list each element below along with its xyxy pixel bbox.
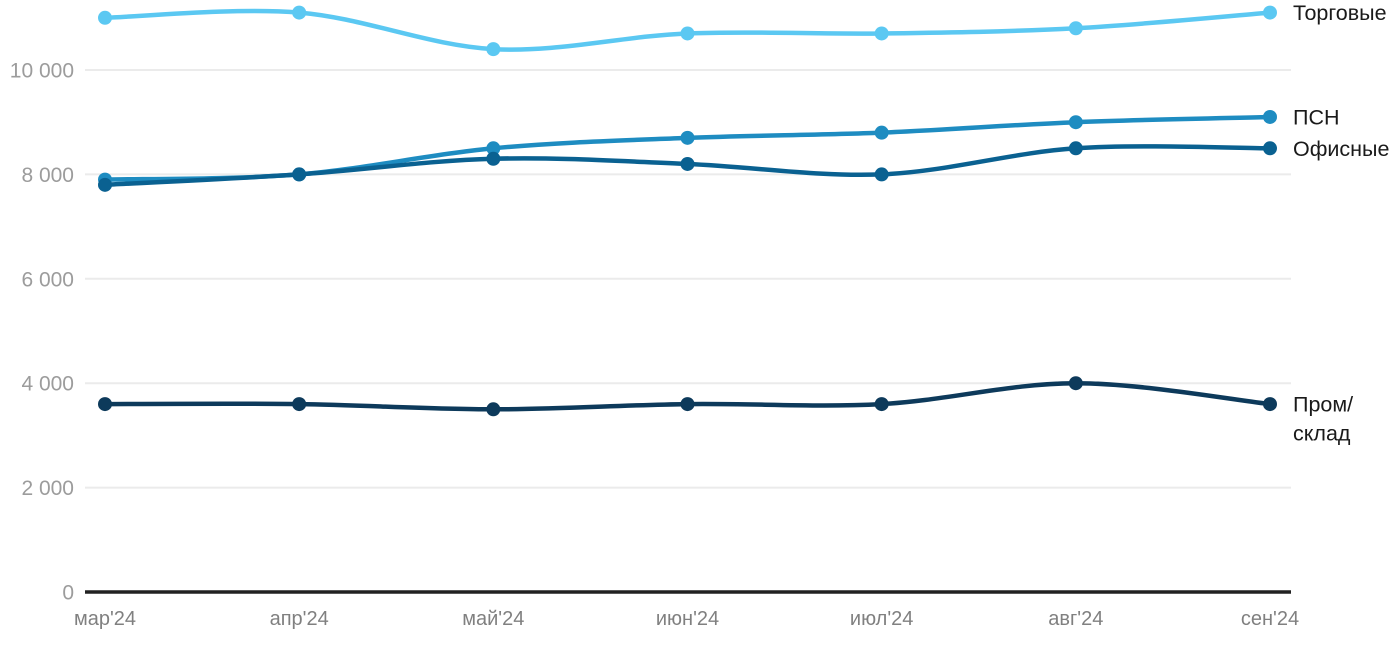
series-point-торговые-4 bbox=[874, 26, 889, 41]
series-point-торговые-6 bbox=[1263, 5, 1277, 20]
series-point-офисные-3 bbox=[680, 156, 695, 171]
series-point-псн-5 bbox=[1068, 115, 1083, 130]
series-point-торговые-1 bbox=[292, 5, 307, 20]
series-point-торговые-3 bbox=[680, 26, 695, 41]
series-point-пром-склад-4 bbox=[874, 397, 889, 412]
x-axis-tick-label: июн'24 bbox=[656, 608, 719, 630]
series-end-label-псн: ПСН bbox=[1293, 105, 1340, 129]
series-point-пром-склад-1 bbox=[292, 397, 307, 412]
series-end-label-пром-склад: Пром/ bbox=[1293, 393, 1353, 417]
series-point-псн-2 bbox=[486, 141, 501, 156]
series-point-торговые-0 bbox=[98, 10, 112, 25]
series-point-пром-склад-6 bbox=[1263, 397, 1277, 412]
x-axis-tick-label: июл'24 bbox=[850, 608, 913, 630]
y-axis-tick-label: 0 bbox=[62, 582, 74, 605]
series-point-офисные-4 bbox=[874, 167, 889, 182]
series-point-пром-склад-5 bbox=[1068, 376, 1083, 391]
x-axis-tick-label: мар'24 bbox=[74, 608, 136, 630]
series-point-пром-склад-0 bbox=[98, 397, 112, 412]
series-point-офисные-6 bbox=[1263, 141, 1277, 156]
series-point-офисные-5 bbox=[1068, 141, 1083, 156]
series-end-label-офисные: Офисные bbox=[1293, 137, 1389, 161]
x-axis-tick-label: апр'24 bbox=[270, 608, 329, 630]
y-axis-tick-label: 4 000 bbox=[21, 373, 74, 396]
x-axis-tick-label: сен'24 bbox=[1241, 608, 1299, 630]
series-point-торговые-5 bbox=[1068, 21, 1083, 36]
series-point-торговые-2 bbox=[486, 42, 501, 57]
series-point-офисные-1 bbox=[292, 167, 307, 182]
series-point-пром-склад-3 bbox=[680, 397, 695, 412]
series-end-label-торговые: Торговые bbox=[1293, 1, 1387, 25]
series-point-псн-6 bbox=[1263, 109, 1277, 124]
series-end-label-пром-склад: склад bbox=[1293, 422, 1351, 446]
series-point-пром-склад-2 bbox=[486, 402, 501, 417]
series-point-офисные-2 bbox=[486, 151, 501, 166]
series-point-псн-4 bbox=[874, 125, 889, 140]
y-axis-tick-label: 6 000 bbox=[21, 268, 74, 291]
y-axis-tick-label: 8 000 bbox=[21, 164, 74, 187]
y-axis-tick-label: 10 000 bbox=[10, 60, 74, 83]
x-axis-tick-label: май'24 bbox=[462, 608, 524, 630]
series-point-офисные-0 bbox=[98, 177, 112, 192]
x-axis-tick-label: авг'24 bbox=[1048, 608, 1103, 630]
series-point-псн-3 bbox=[680, 130, 695, 145]
y-axis-tick-label: 2 000 bbox=[21, 477, 74, 500]
